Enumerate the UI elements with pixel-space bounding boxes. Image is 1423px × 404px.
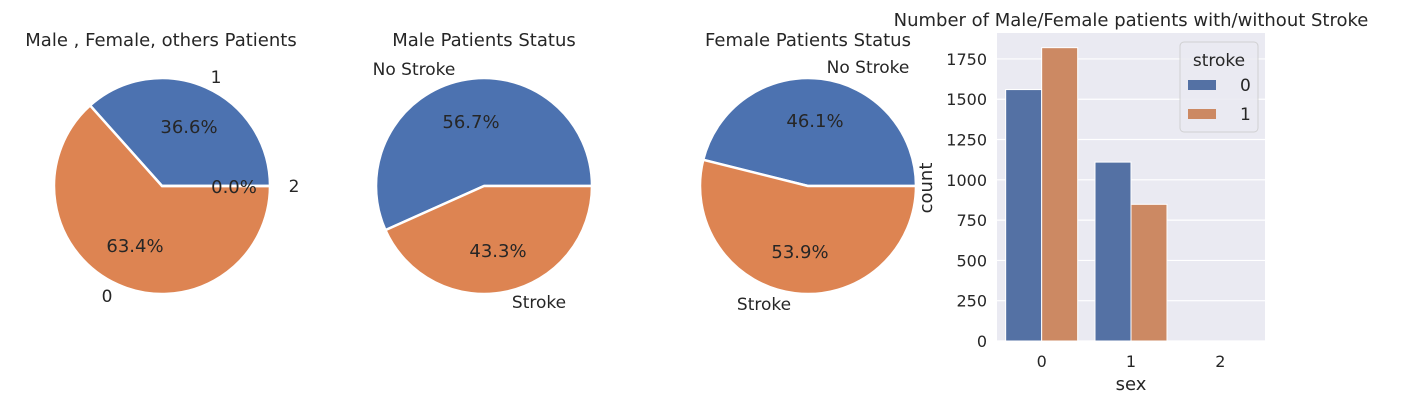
bar-chart-stroke-by-sex: Number of Male/Female patients with/with… bbox=[894, 10, 1369, 395]
pie3-title: Female Patients Status bbox=[705, 30, 911, 51]
legend-title: stroke bbox=[1193, 51, 1245, 71]
bar-sex-1-stroke-1 bbox=[1130, 203, 1168, 342]
pie1-pct-1: 36.6% bbox=[160, 117, 217, 138]
pie2-title: Male Patients Status bbox=[392, 30, 576, 51]
pie2-pct-stroke: 43.3% bbox=[469, 241, 526, 262]
y-tick-label: 1250 bbox=[946, 131, 987, 150]
y-tick-label: 1750 bbox=[946, 50, 987, 69]
pie2-pct-no-stroke: 56.7% bbox=[442, 112, 499, 133]
y-tick-label: 0 bbox=[977, 332, 987, 351]
y-tick-label: 1500 bbox=[946, 90, 987, 109]
bar-y-tick-labels: 0 250 500 750 1000 1250 1500 1750 bbox=[946, 50, 987, 351]
pie2-label-no-stroke: No Stroke bbox=[373, 60, 456, 80]
pie-chart-female-status: Female Patients Status No Stroke Stroke … bbox=[698, 30, 918, 315]
bar-y-axis-label: count bbox=[916, 163, 937, 214]
pie3-pct-stroke: 53.9% bbox=[771, 242, 828, 263]
pie3-label-stroke: Stroke bbox=[737, 295, 791, 315]
pie1-title: Male , Female, others Patients bbox=[25, 30, 296, 51]
pie1-label-2: 2 bbox=[289, 177, 300, 197]
pie-chart-male-status: Male Patients Status No Stroke Stroke 56… bbox=[373, 30, 594, 313]
pie2-slice-stroke bbox=[384, 184, 594, 296]
pie3-slices bbox=[698, 76, 918, 296]
bar-sex-0-stroke-1 bbox=[1041, 47, 1079, 342]
bar-sex-0-stroke-0 bbox=[1005, 89, 1043, 342]
bar-title: Number of Male/Female patients with/with… bbox=[894, 10, 1369, 31]
legend-label-0: 0 bbox=[1240, 76, 1251, 96]
pie2-label-stroke: Stroke bbox=[512, 293, 566, 313]
bar-bars bbox=[1005, 47, 1168, 342]
pie2-slice-no-stroke bbox=[374, 76, 594, 232]
pie1-slice-0 bbox=[52, 104, 272, 296]
x-tick-label: 2 bbox=[1215, 352, 1225, 371]
pie2-slices bbox=[374, 76, 594, 296]
pie3-label-no-stroke: No Stroke bbox=[827, 58, 910, 78]
pie1-slices bbox=[52, 76, 272, 296]
pie3-slice-stroke bbox=[698, 158, 918, 296]
bar-sex-1-stroke-0 bbox=[1094, 161, 1132, 342]
pie1-pct-0: 63.4% bbox=[106, 236, 163, 257]
y-tick-label: 500 bbox=[956, 251, 987, 270]
bar-x-axis-label: sex bbox=[1116, 374, 1147, 395]
y-tick-label: 750 bbox=[956, 211, 987, 230]
y-tick-label: 1000 bbox=[946, 171, 987, 190]
legend-swatch-0 bbox=[1188, 80, 1216, 90]
legend-swatch-1 bbox=[1188, 109, 1216, 119]
pie1-pct-2: 0.0% bbox=[211, 177, 257, 198]
x-tick-label: 0 bbox=[1037, 352, 1047, 371]
legend-label-1: 1 bbox=[1240, 105, 1251, 125]
bar-legend: stroke 0 1 bbox=[1179, 41, 1259, 133]
pie-chart-gender: Male , Female, others Patients 1 0 2 36.… bbox=[25, 30, 299, 307]
pie3-pct-no-stroke: 46.1% bbox=[786, 111, 843, 132]
pie3-slice-no-stroke bbox=[701, 76, 918, 188]
bar-x-tick-labels: 0 1 2 bbox=[1037, 352, 1226, 371]
y-tick-label: 250 bbox=[956, 292, 987, 311]
pie1-label-0: 0 bbox=[102, 287, 113, 307]
pie1-label-1: 1 bbox=[211, 68, 222, 88]
x-tick-label: 1 bbox=[1126, 352, 1136, 371]
pie1-slice-1 bbox=[88, 76, 272, 188]
